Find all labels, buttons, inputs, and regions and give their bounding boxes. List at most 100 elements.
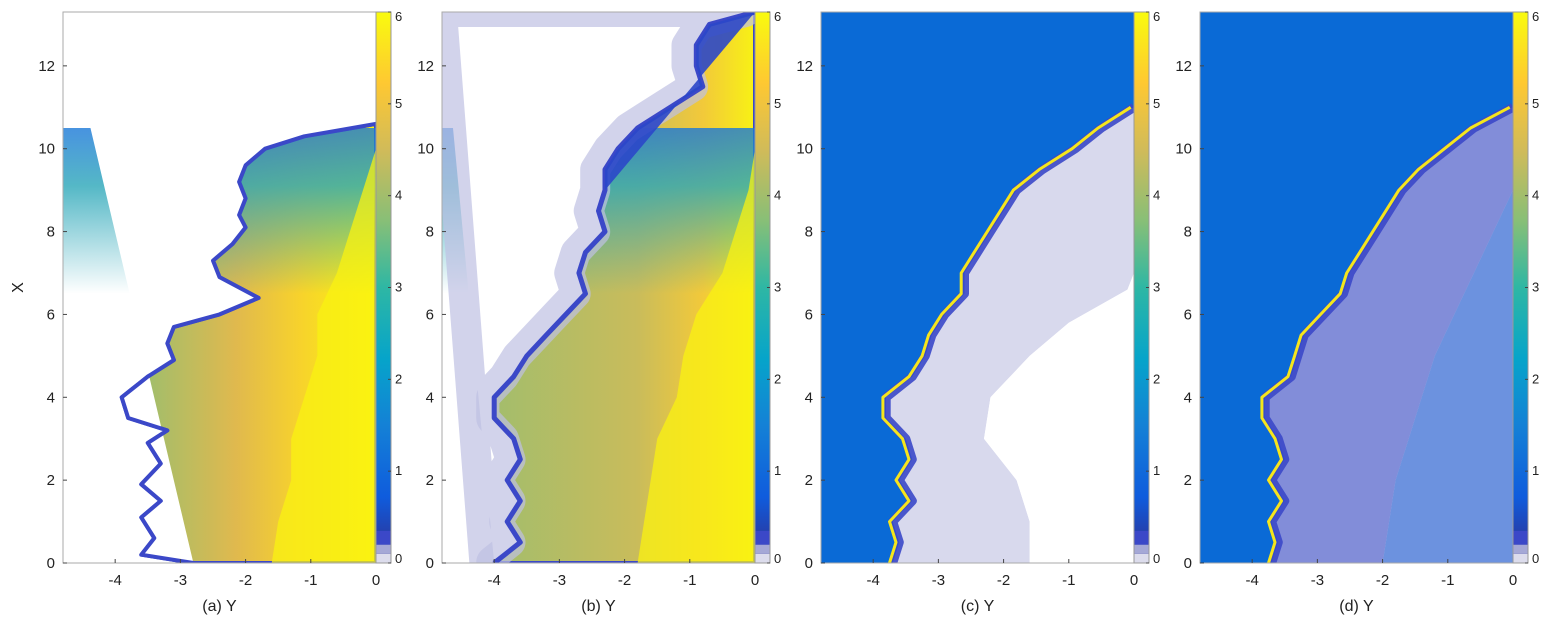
colorbar-tick-label: 6 — [774, 9, 781, 24]
front-band — [1260, 103, 1513, 563]
colorbar-tick-label: 1 — [395, 463, 402, 478]
colorbar-band — [1134, 530, 1149, 545]
colorbar-band — [1513, 530, 1528, 545]
colorbar-tick-label: 4 — [1153, 188, 1160, 203]
plot-area — [442, 12, 755, 563]
x-tick-label: -2 — [1376, 572, 1389, 589]
y-tick-label: 2 — [426, 472, 434, 489]
colorbar-tick-label: 2 — [1532, 371, 1539, 386]
y-tick-label: 6 — [426, 306, 434, 323]
plot-area — [1200, 12, 1513, 563]
colorbar-band — [1513, 544, 1528, 554]
x-tick-label: -2 — [997, 572, 1010, 589]
x-tick-label: -1 — [1062, 572, 1075, 589]
y-tick-label: 8 — [426, 224, 434, 241]
colorbar-tick-label: 3 — [395, 280, 402, 295]
colorbar-band — [376, 544, 391, 554]
upper-dark-region — [605, 12, 755, 191]
colorbar-band — [376, 553, 391, 563]
front-edge — [119, 121, 376, 563]
x-tick-label: -4 — [487, 572, 500, 589]
colorbar-tick-label: 6 — [1532, 9, 1539, 24]
colorbar-tick-label: 1 — [774, 463, 781, 478]
shock-front-line — [881, 106, 1132, 563]
y-tick-label: 12 — [796, 58, 813, 75]
y-tick-label: 4 — [47, 389, 55, 406]
y-tick-label: 2 — [47, 472, 55, 489]
y-tick-label: 12 — [1175, 58, 1192, 75]
colorbar-tick-label: 0 — [395, 551, 402, 566]
x-tick-label: 0 — [1509, 572, 1517, 589]
colorbar-tick-label: 2 — [774, 371, 781, 386]
y-tick-label: 12 — [417, 58, 434, 75]
y-tick-label: 8 — [47, 224, 55, 241]
colorbar-tick-label: 4 — [395, 188, 402, 203]
colorbar-tick-label: 0 — [774, 551, 781, 566]
colorbar-band — [1134, 544, 1149, 554]
x-axis-label: (d) Y — [1339, 598, 1374, 615]
colorbar-band — [376, 530, 391, 545]
bright-core — [271, 148, 376, 563]
y-tick-label: 4 — [805, 389, 813, 406]
colorbar-band — [1513, 553, 1528, 563]
colorbar-band — [755, 553, 770, 563]
inner-white-region — [984, 273, 1134, 563]
x-tick-label: -4 — [1245, 572, 1258, 589]
colorbar-tick-label: 6 — [395, 9, 402, 24]
colorbar-gradient — [1513, 12, 1528, 563]
colorbar-tick-label: 5 — [1532, 96, 1539, 111]
colorbar-tick-label: 5 — [1153, 96, 1160, 111]
colorbar-band — [755, 544, 770, 554]
colorbar-tick-label: 0 — [1153, 551, 1160, 566]
colorbar-tick-label: 3 — [774, 280, 781, 295]
halo-edge — [442, 12, 755, 563]
x-tick-label: 0 — [1130, 572, 1138, 589]
colorbar-gradient — [376, 12, 391, 563]
plot-area — [63, 12, 376, 563]
colorbar-tick-label: 3 — [1153, 280, 1160, 295]
y-tick-label: 0 — [426, 555, 434, 572]
x-tick-label: -3 — [1311, 572, 1324, 589]
colorbar-tick-label: 1 — [1532, 463, 1539, 478]
mixing-layer — [886, 107, 1134, 563]
x-axis-label: (b) Y — [581, 598, 616, 615]
colorbar-tick-label: 4 — [1532, 188, 1539, 203]
colorbar-gradient — [755, 12, 770, 563]
colorbar-tick-label: 3 — [1532, 280, 1539, 295]
colorbar-band — [755, 530, 770, 545]
y-tick-label: 0 — [805, 555, 813, 572]
front-band — [881, 103, 1134, 563]
colorbar-tick-label: 5 — [774, 96, 781, 111]
y-tick-label: 0 — [1184, 555, 1192, 572]
x-tick-label: 0 — [372, 572, 380, 589]
colorbar-tick-label: 5 — [395, 96, 402, 111]
x-tick-label: -1 — [1441, 572, 1454, 589]
x-axis-label: (a) Y — [202, 598, 237, 615]
x-tick-label: 0 — [751, 572, 759, 589]
y-tick-label: 4 — [426, 389, 434, 406]
y-tick-label: 10 — [1175, 141, 1192, 158]
x-axis-label: (c) Y — [961, 598, 995, 615]
x-tick-label: -4 — [866, 572, 879, 589]
colorbar: 0 1 2 3 4 5 6 — [1512, 9, 1539, 566]
y-tick-label: 10 — [417, 141, 434, 158]
x-tick-label: -3 — [932, 572, 945, 589]
x-tick-label: -2 — [239, 572, 252, 589]
outside-mask — [442, 12, 755, 563]
y-tick-label: 10 — [796, 141, 813, 158]
colorbar-tick-label: 2 — [1153, 371, 1160, 386]
bright-core — [637, 148, 755, 563]
y-tick-label: 6 — [805, 306, 813, 323]
x-tick-label: -1 — [304, 572, 317, 589]
x-tick-label: -4 — [108, 572, 121, 589]
colorbar-tick-label: 1 — [1153, 463, 1160, 478]
outside-mask — [63, 12, 376, 563]
plot-area — [821, 12, 1134, 563]
colorbar-tick-label: 6 — [1153, 9, 1160, 24]
x-tick-label: -3 — [174, 572, 187, 589]
colorbar-tick-label: 0 — [1532, 551, 1539, 566]
